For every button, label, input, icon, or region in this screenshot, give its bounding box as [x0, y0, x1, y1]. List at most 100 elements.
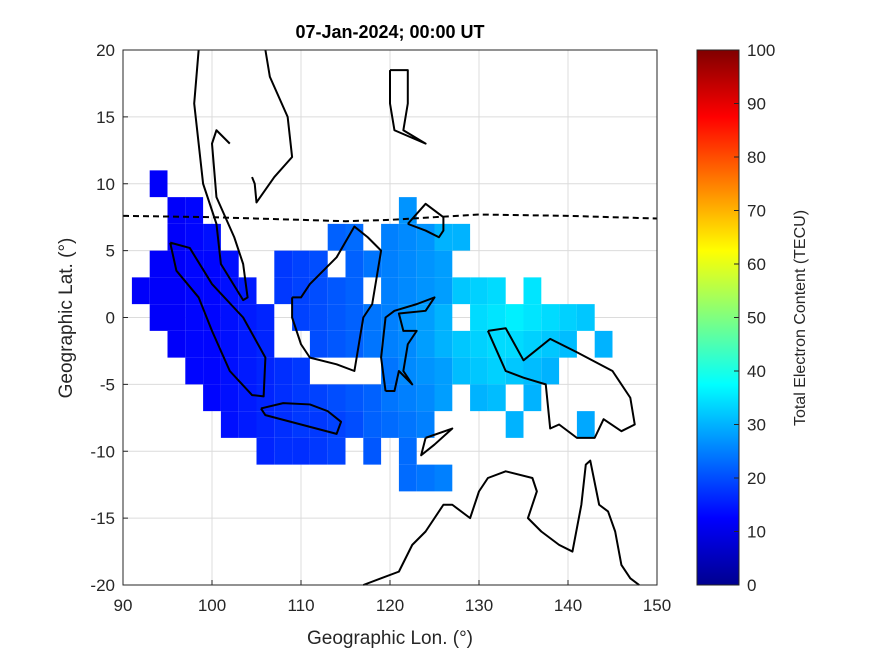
- tec-cell: [523, 384, 542, 412]
- x-tick-label: 110: [287, 596, 314, 615]
- tec-cell: [434, 223, 453, 251]
- tec-cell: [309, 411, 328, 438]
- tec-cell: [416, 464, 435, 492]
- y-tick-label: 20: [96, 41, 115, 60]
- tec-cell: [220, 304, 239, 331]
- tec-cell: [167, 250, 186, 278]
- y-tick-label: -5: [100, 375, 115, 394]
- tec-cell: [398, 437, 417, 465]
- tec-cell: [274, 384, 293, 412]
- tec-cell: [398, 384, 417, 412]
- colorbar-tick-label: 90: [747, 95, 766, 114]
- tec-cell: [203, 357, 221, 385]
- tec-cell: [185, 304, 204, 331]
- tec-cell: [203, 277, 221, 305]
- tec-cell: [434, 250, 453, 278]
- tec-cell: [576, 304, 595, 331]
- colorbar-label: Total Electron Content (TECU): [792, 210, 809, 426]
- colorbar-tick-label: 20: [747, 469, 766, 488]
- tec-cell: [238, 411, 257, 438]
- tec-cell: [416, 223, 435, 251]
- tec-cell: [505, 357, 524, 385]
- y-tick-label: 5: [106, 242, 115, 261]
- tec-cell: [256, 411, 275, 438]
- tec-cell: [167, 330, 186, 358]
- tec-cell: [203, 384, 221, 412]
- tec-cell: [292, 304, 310, 331]
- y-tick-label: -20: [90, 576, 115, 595]
- tec-cell: [274, 250, 293, 278]
- colorbar-tick-label: 30: [747, 416, 766, 435]
- tec-cell: [220, 411, 239, 438]
- coast-new-guinea: [488, 328, 635, 438]
- tec-cell: [238, 384, 257, 412]
- colorbar-tick-label: 50: [747, 309, 766, 328]
- tec-cell: [203, 250, 221, 278]
- tec-cell: [470, 304, 488, 331]
- tec-cell: [238, 357, 257, 385]
- tec-cell: [452, 223, 471, 251]
- tec-cell: [416, 277, 435, 305]
- tec-cell: [452, 277, 471, 305]
- tec-cell: [220, 277, 239, 305]
- tec-cell: [434, 464, 453, 492]
- chart-title: 07-Jan-2024; 00:00 UT: [295, 22, 484, 42]
- x-tick-label: 100: [198, 596, 226, 615]
- tec-cell: [416, 330, 435, 358]
- tec-cell: [452, 357, 471, 385]
- coast-timor: [421, 429, 452, 456]
- y-axis-label: Geographic Lat. (°): [56, 238, 77, 399]
- tec-cell: [381, 384, 399, 412]
- tec-cell: [487, 304, 506, 331]
- tec-cell: [203, 330, 221, 358]
- tec-cell: [416, 357, 435, 385]
- tec-cell: [149, 170, 168, 198]
- tec-cell: [292, 277, 310, 305]
- colorbar-tick-label: 80: [747, 148, 766, 167]
- tec-cell: [149, 277, 168, 305]
- tec-cell: [541, 304, 560, 331]
- tec-cell: [274, 357, 293, 385]
- tec-cell: [452, 330, 471, 358]
- tec-cell: [327, 304, 346, 331]
- y-tick-label: 10: [96, 175, 115, 194]
- tec-cell: [220, 384, 239, 412]
- tec-cell: [470, 277, 488, 305]
- tec-cell: [434, 357, 453, 385]
- tec-cell: [274, 277, 293, 305]
- y-tick-label: -10: [90, 442, 115, 461]
- tec-cell: [185, 250, 204, 278]
- tec-cell: [416, 384, 435, 412]
- tec-cell: [363, 250, 382, 278]
- x-tick-label: 120: [376, 596, 404, 615]
- coast-sumatra: [170, 243, 265, 397]
- tec-cell: [131, 277, 150, 305]
- tec-cell: [292, 250, 310, 278]
- tec-cell: [327, 277, 346, 305]
- magnetic-equator-line: [122, 213, 658, 223]
- tec-cell: [345, 384, 364, 412]
- tec-cell: [523, 357, 542, 385]
- coast-philippines-north: [390, 70, 426, 144]
- tec-cells: [131, 170, 613, 492]
- tec-cell: [398, 304, 417, 331]
- tec-cell: [398, 411, 417, 438]
- tec-cell: [363, 304, 382, 331]
- tec-cell: [381, 277, 399, 305]
- tec-cell: [309, 250, 328, 278]
- coast-vietnam: [252, 50, 292, 202]
- colorbar-tick-label: 10: [747, 523, 766, 542]
- coastlines: [170, 50, 639, 585]
- tec-cell: [185, 223, 204, 251]
- tec-cell: [434, 277, 453, 305]
- tec-cell: [434, 330, 453, 358]
- tec-cell: [523, 304, 542, 331]
- tec-cell: [363, 411, 382, 438]
- tec-cell: [327, 330, 346, 358]
- tec-cell: [381, 223, 399, 251]
- tec-cell: [487, 330, 506, 358]
- coast-australia: [363, 461, 639, 585]
- y-tick-label: 15: [96, 108, 115, 127]
- tec-cell: [238, 304, 257, 331]
